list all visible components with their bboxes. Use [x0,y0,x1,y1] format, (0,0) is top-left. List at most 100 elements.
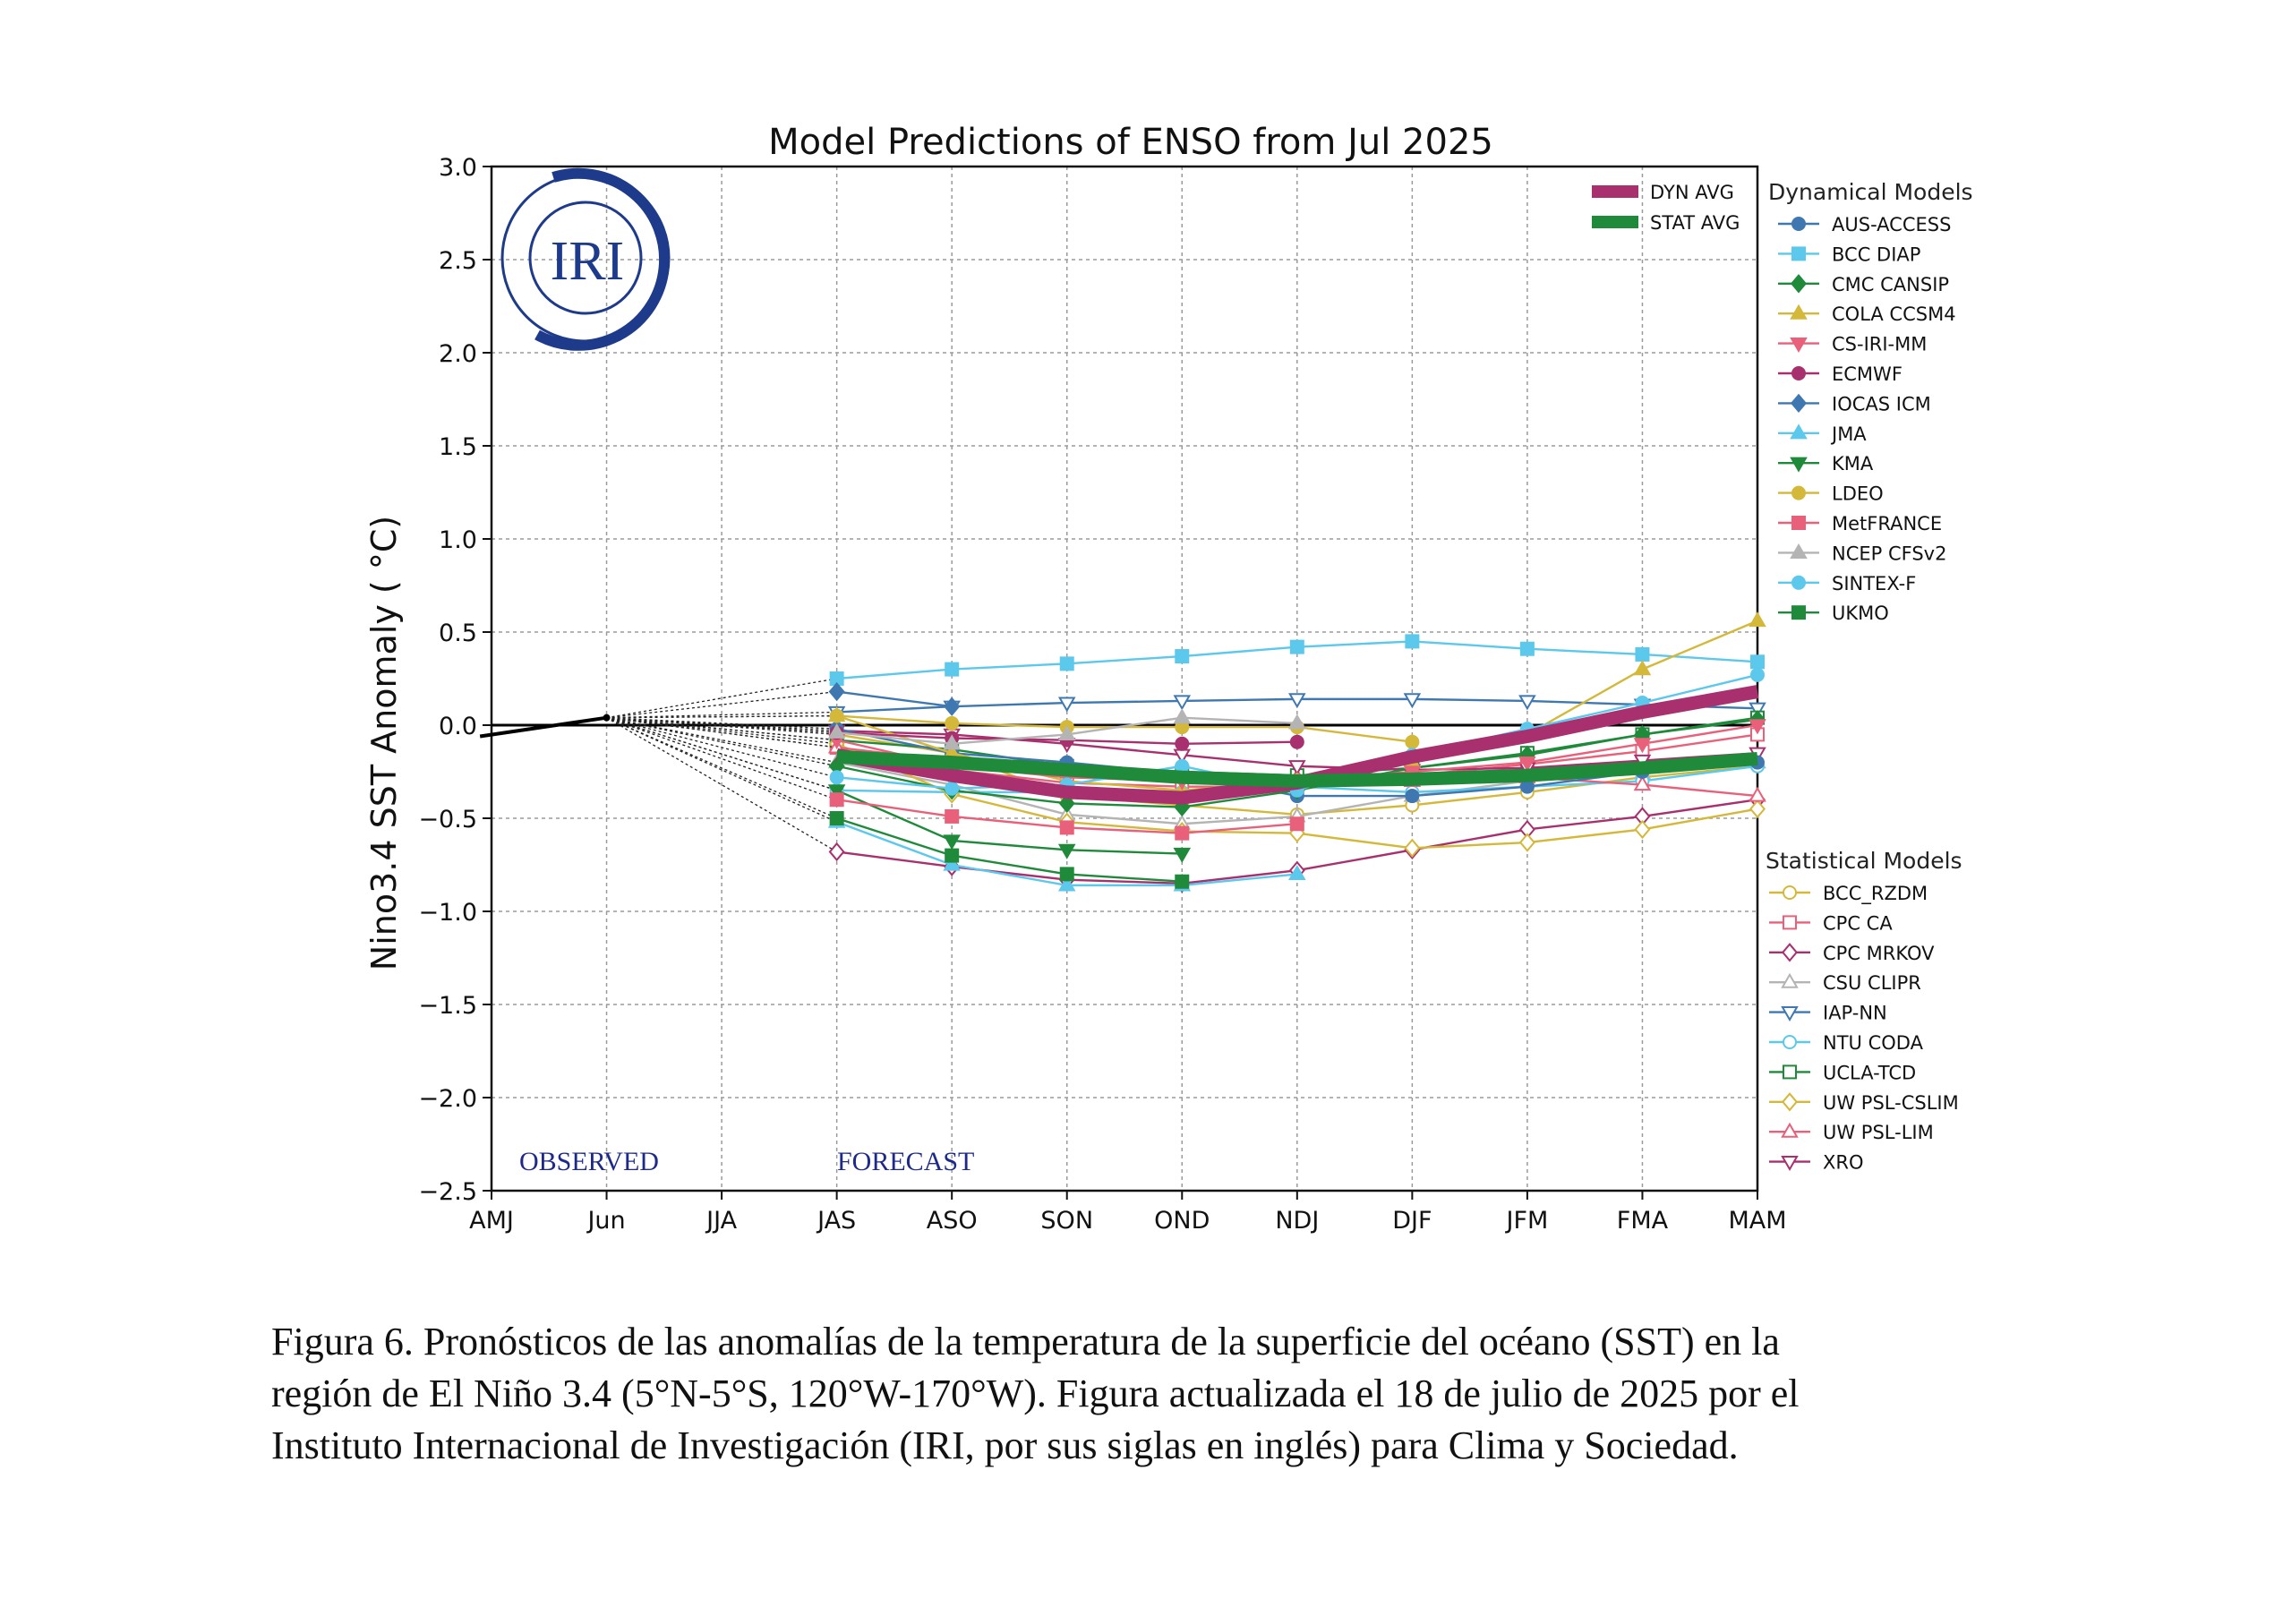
data-point-iocas-icm [944,697,961,716]
data-point-ukmo [945,848,960,863]
legend-label-bcc-rzdm: BCC_RZDM [1823,883,1928,905]
legend-marker-cpc-ca [1783,915,1797,930]
data-point-cola-ccsm4 [1749,611,1766,628]
observed-to-forecast-connector [606,717,837,748]
data-point-metfrance [1059,820,1074,835]
x-tick-label: NDJ [1275,1207,1319,1235]
legend-marker-iap-nn [1781,1006,1799,1022]
data-point-ldeo [829,708,844,723]
legend-label-ntu-coda: NTU CODA [1823,1032,1924,1054]
observed-point [603,714,611,722]
legend-label-jma: JMA [1830,423,1867,445]
data-point-kma [827,784,846,800]
legend-item-cs-iri-mm: CS-IRI-MM [1778,334,1927,355]
legend-marker-uw-psl-cslim [1781,1092,1799,1112]
statistical-legend-title: Statistical Models [1766,848,1962,874]
legend-label-xro: XRO [1823,1152,1864,1174]
legend-item-bcc-rzdm: BCC_RZDM [1769,883,1928,905]
data-point-iap-nn [1403,693,1422,709]
legend-item-iocas-icm: IOCAS ICM [1778,393,1931,415]
data-point-aus-access [1405,789,1420,804]
plot-lines [479,611,1766,893]
legend-marker-metfrance [1791,516,1806,530]
legend-marker-xro [1781,1156,1799,1172]
legend-item-cpc-ca: CPC CA [1769,912,1893,934]
chart-title: Model Predictions of ENSO from Jul 2025 [768,122,1493,163]
legend-label-aus-access: AUS-ACCESS [1832,214,1951,235]
legend-item-uw-psl-lim: UW PSL-LIM [1769,1122,1934,1143]
data-point-jma [1057,876,1076,892]
data-point-bcc-diap [1059,656,1074,671]
legend-marker-ukmo [1791,605,1806,620]
legend-marker-uw-psl-lim [1781,1122,1799,1138]
data-point-iap-nn [1288,693,1306,709]
legend-marker-bcc-diap [1791,246,1806,261]
series-iocas-icm [606,681,961,719]
legend-label-stat-avg: STAT AVG [1650,212,1740,234]
legend-marker-cmc-cansip [1790,274,1808,294]
data-point-bcc-diap [1519,641,1535,656]
data-point-ncep-cfsv2 [1288,714,1306,730]
data-point-xro [1288,760,1306,776]
y-tick-label: −2.5 [418,1178,477,1206]
legend-label-cpc-mrkov: CPC MRKOV [1823,943,1935,964]
average-line-stat-avg [836,749,1758,788]
data-point-ukmo [1175,874,1190,889]
legend-item-ecmwf: ECMWF [1778,363,1902,385]
data-point-uw-psl-cslim [1518,833,1535,852]
series-kma [606,717,1192,863]
legend-item-cpc-mrkov: CPC MRKOV [1769,943,1935,964]
x-tick-label: JFM [1505,1207,1549,1235]
legend-item-xro: XRO [1769,1152,1864,1174]
x-tick-label: ASO [927,1207,978,1235]
legend-item-ncep-cfsv2: NCEP CFSv2 [1778,543,1946,564]
data-point-cs-iri-mm [1633,738,1652,754]
data-point-sintex-f [829,770,844,785]
legend-marker-sintex-f [1791,575,1806,590]
legend-label-ldeo: LDEO [1832,483,1884,505]
legend-label-uw-psl-lim: UW PSL-LIM [1823,1122,1934,1143]
caption-line-1: Figura 6. Pronósticos de las anomalías d… [271,1320,1780,1363]
legend-marker-ldeo [1791,485,1806,500]
legend-item-ldeo: LDEO [1778,483,1884,505]
series-ncep-cfsv2 [606,708,1306,750]
data-point-bcc-diap [1289,639,1304,654]
x-tick-label: OND [1154,1207,1210,1235]
observed-to-forecast-connector [606,711,837,719]
data-point-cpc-mrkov [828,842,845,862]
observed-to-forecast-connector [606,717,837,853]
observed-to-forecast-connector [606,714,837,719]
legend-label-csu-clipr: CSU CLIPR [1823,972,1921,994]
legend-marker-iocas-icm [1790,393,1808,414]
legend-item-cmc-cansip: CMC CANSIP [1778,274,1949,295]
legend-item-cola-ccsm4: COLA CCSM4 [1778,303,1956,325]
legend-label-uw-psl-cslim: UW PSL-CSLIM [1823,1092,1959,1114]
y-tick-label: −2.0 [418,1085,477,1113]
figure-caption: Figura 6. Pronósticos de las anomalías d… [271,1316,2062,1472]
legend-label-sintex-f: SINTEX-F [1832,573,1916,594]
data-point-metfrance [1289,816,1304,832]
legend-marker-cola-ccsm4 [1790,303,1808,320]
observed-to-forecast-connector [606,717,837,745]
data-point-ncep-cfsv2 [943,734,961,750]
x-tick-label: JJA [705,1207,737,1235]
legend-label-dyn-avg: DYN AVG [1650,182,1734,203]
data-point-sintex-f [1750,667,1765,682]
y-tick-label: 0.0 [439,713,477,740]
legend-marker-csu-clipr [1781,972,1799,988]
data-point-iap-nn [1518,695,1536,711]
legend-item-metfrance: MetFRANCE [1778,513,1942,534]
legend-label-cmc-cansip: CMC CANSIP [1832,274,1949,295]
legend-marker-ecmwf [1791,366,1806,380]
y-tick-label: 1.5 [439,433,477,461]
series-metfrance [606,717,1304,841]
legend-item-aus-access: AUS-ACCESS [1778,214,1951,235]
data-point-iap-nn [1057,697,1076,713]
series-bcc-diap [606,634,1765,719]
x-tick-label: AMJ [469,1207,514,1235]
series-line-ldeo [836,714,1413,743]
legend-item-ukmo: UKMO [1778,603,1889,624]
x-tick-label: SON [1040,1207,1093,1235]
enso-chart: Model Predictions of ENSO from Jul 2025 … [364,122,1973,1235]
legend-item-sintex-f: SINTEX-F [1778,573,1916,594]
